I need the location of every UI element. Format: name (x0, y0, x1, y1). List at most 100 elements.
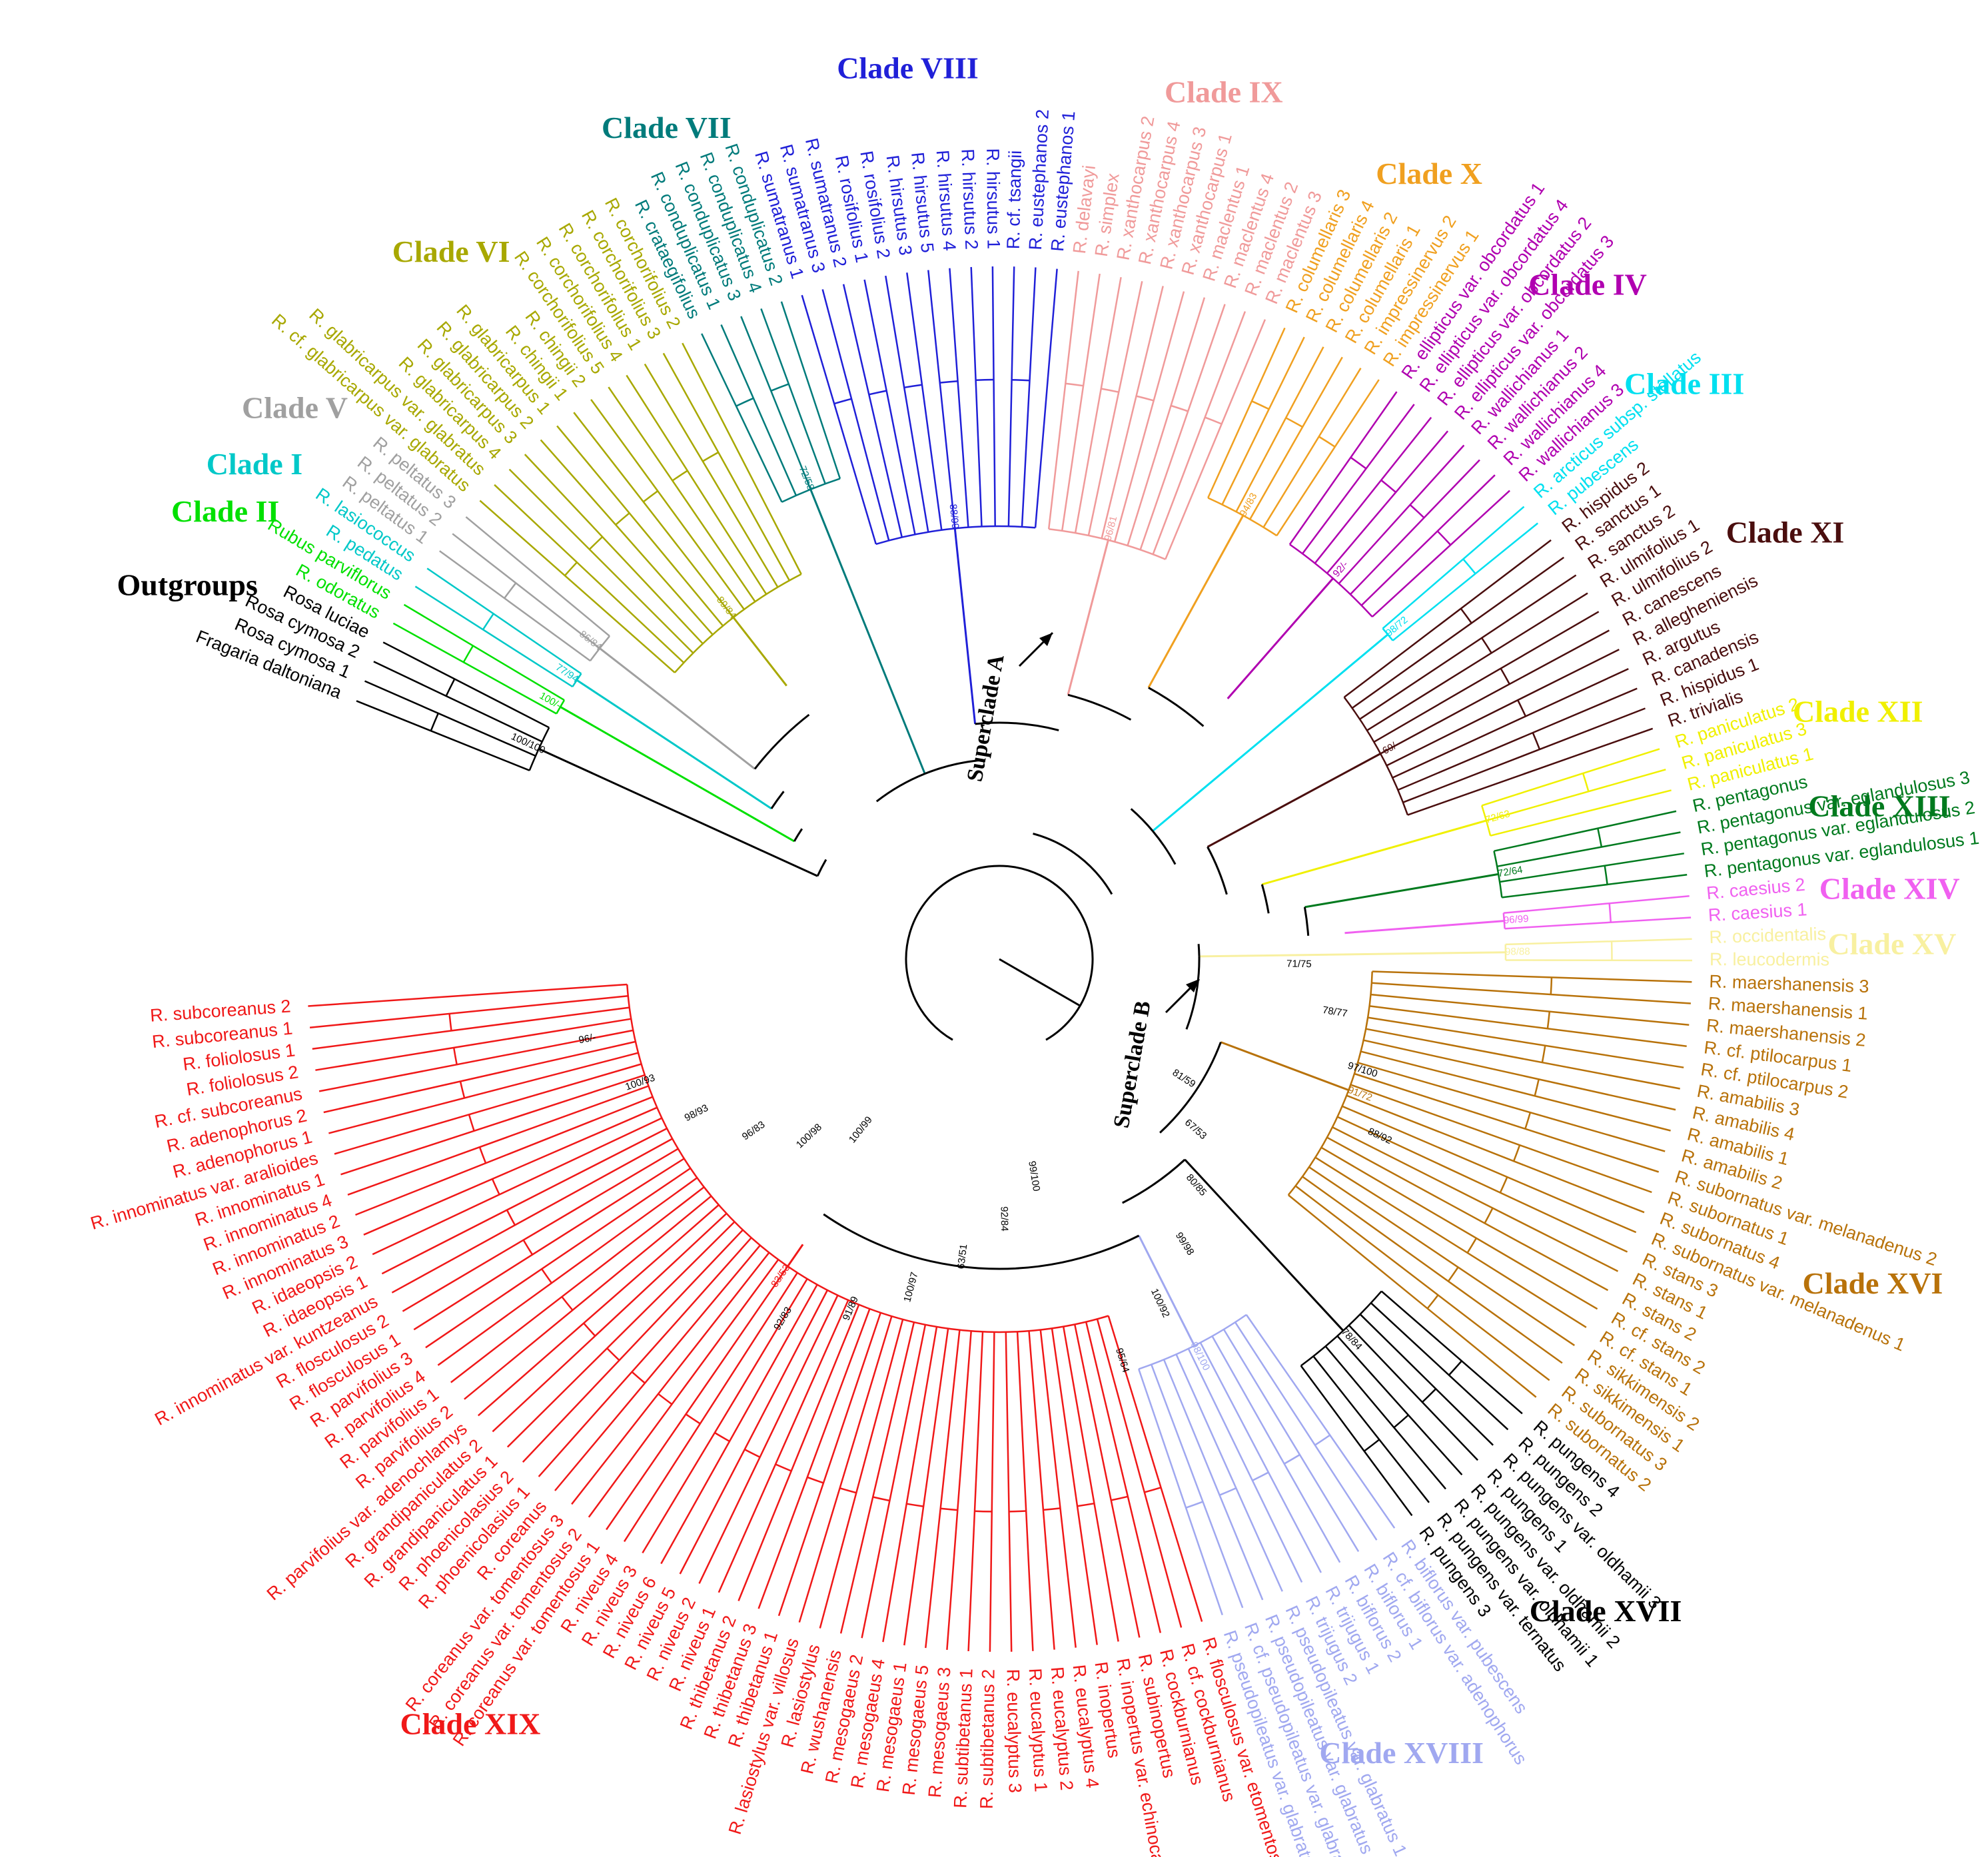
tip-branch (355, 1096, 654, 1216)
tip-branch (402, 1148, 679, 1312)
tip-label: R. leucodermis (1710, 949, 1829, 969)
support-label: 72/64 (1497, 864, 1524, 879)
tip-branch (1503, 895, 1690, 915)
tip-branch (439, 550, 591, 662)
clade-stem (809, 489, 926, 775)
backbone-arc (770, 791, 785, 809)
tip-branch (760, 308, 826, 484)
tip-branch (1087, 281, 1143, 536)
internal-arc (1185, 1501, 1203, 1509)
tip-branch (1332, 1126, 1619, 1272)
clade-label: Clade V (242, 391, 348, 425)
tip-branch (644, 363, 779, 588)
tip-branch (1061, 273, 1101, 532)
tip-branch (1074, 276, 1122, 534)
tip-label: R. subtibetanus 2 (977, 1669, 999, 1810)
internal-arc (491, 1178, 500, 1196)
tip-branch (318, 1029, 634, 1092)
clade-label: Clade XIX (400, 1707, 540, 1741)
internal-arc (462, 645, 474, 663)
internal-arc (1500, 667, 1510, 685)
tip-branch (356, 700, 530, 771)
internal-arc (1144, 1487, 1161, 1493)
tip-label: R. subtibetanus 1 (950, 1668, 976, 1808)
tip-branch (1320, 1146, 1598, 1310)
clade-crown-arc (1382, 627, 1394, 641)
backbone-arc (924, 759, 979, 775)
tip-branch (477, 1204, 720, 1417)
internal-arc (1101, 388, 1119, 393)
tip-branch (701, 333, 783, 503)
tip-branch (946, 1331, 972, 1651)
clade-label: Clade IV (1528, 268, 1647, 302)
internal-arc (1534, 1079, 1540, 1096)
clade-label: Clade XI (1726, 516, 1845, 550)
tip-branch (364, 680, 536, 757)
backbone-arc (1185, 956, 1201, 1030)
tip-branch (967, 1331, 984, 1652)
tip-branch (989, 1331, 995, 1652)
internal-arc (903, 384, 923, 389)
clade-stem (1220, 1041, 1349, 1092)
tip-branch (312, 1006, 630, 1050)
tip-branch (1139, 304, 1226, 550)
tip-branch (315, 1018, 632, 1071)
tip-branch (465, 516, 610, 637)
clade-label: Clade III (1624, 366, 1744, 400)
support-label: 98/88 (1505, 946, 1530, 958)
clade-stem (1227, 577, 1334, 699)
internal-arc (1065, 382, 1084, 387)
tip-branch (777, 1312, 881, 1617)
clade-label: Clade XVI (1802, 1266, 1943, 1300)
internal-arc (1393, 1414, 1409, 1429)
tip-branch (1324, 1345, 1446, 1490)
tip-branch (382, 641, 550, 729)
tip-branch (1152, 311, 1246, 555)
tip-branch (381, 1128, 668, 1275)
backbone-arc (1148, 687, 1205, 727)
tip-branch (571, 1252, 770, 1505)
internal-arc (1524, 1112, 1532, 1130)
internal-arc (939, 380, 958, 384)
internal-arc (506, 1210, 516, 1226)
internal-arc (1447, 1266, 1459, 1282)
tip-branch (508, 468, 694, 654)
tip-branch (1039, 1329, 1077, 1648)
tip-branch (1245, 1314, 1396, 1529)
clade-stem (787, 1244, 804, 1268)
internal-arc (1481, 637, 1492, 654)
internal-arc (1517, 699, 1527, 717)
internal-arc (807, 1476, 824, 1484)
support-label: 88/99 (947, 504, 961, 530)
support-label: 81/59 (1171, 1067, 1198, 1090)
tip-branch (452, 533, 600, 649)
internal-arc (1512, 1144, 1521, 1162)
clade-crown-arc (1300, 1290, 1382, 1367)
internal-arc (522, 1240, 534, 1256)
tip-branch (861, 1324, 927, 1639)
tip-branch (494, 484, 685, 663)
support-label: 96/- (578, 1032, 597, 1046)
support-label: 100/98 (794, 1122, 824, 1151)
clade-stem (1138, 1235, 1196, 1346)
internal-arc (770, 383, 789, 392)
support-label: 99/100 (1026, 1160, 1042, 1192)
tip-branch (1288, 1194, 1537, 1398)
internal-arc (658, 1393, 673, 1405)
internal-arc (1205, 416, 1223, 425)
tip-branch (740, 316, 811, 490)
internal-arc (1251, 400, 1270, 410)
support-label: 100/97 (901, 1271, 920, 1303)
tip-branch (323, 1040, 636, 1114)
tip-branch (949, 268, 969, 528)
tip-branch (821, 289, 890, 541)
tip-branch (1326, 1136, 1609, 1292)
internal-arc (459, 1081, 466, 1098)
internal-arc (588, 536, 604, 550)
support-label: 71/75 (1286, 958, 1312, 970)
backbone-arc (793, 828, 803, 842)
tip-branch (1249, 356, 1343, 520)
support-label: 63/51 (955, 1244, 969, 1270)
clade-stem (1147, 515, 1244, 689)
